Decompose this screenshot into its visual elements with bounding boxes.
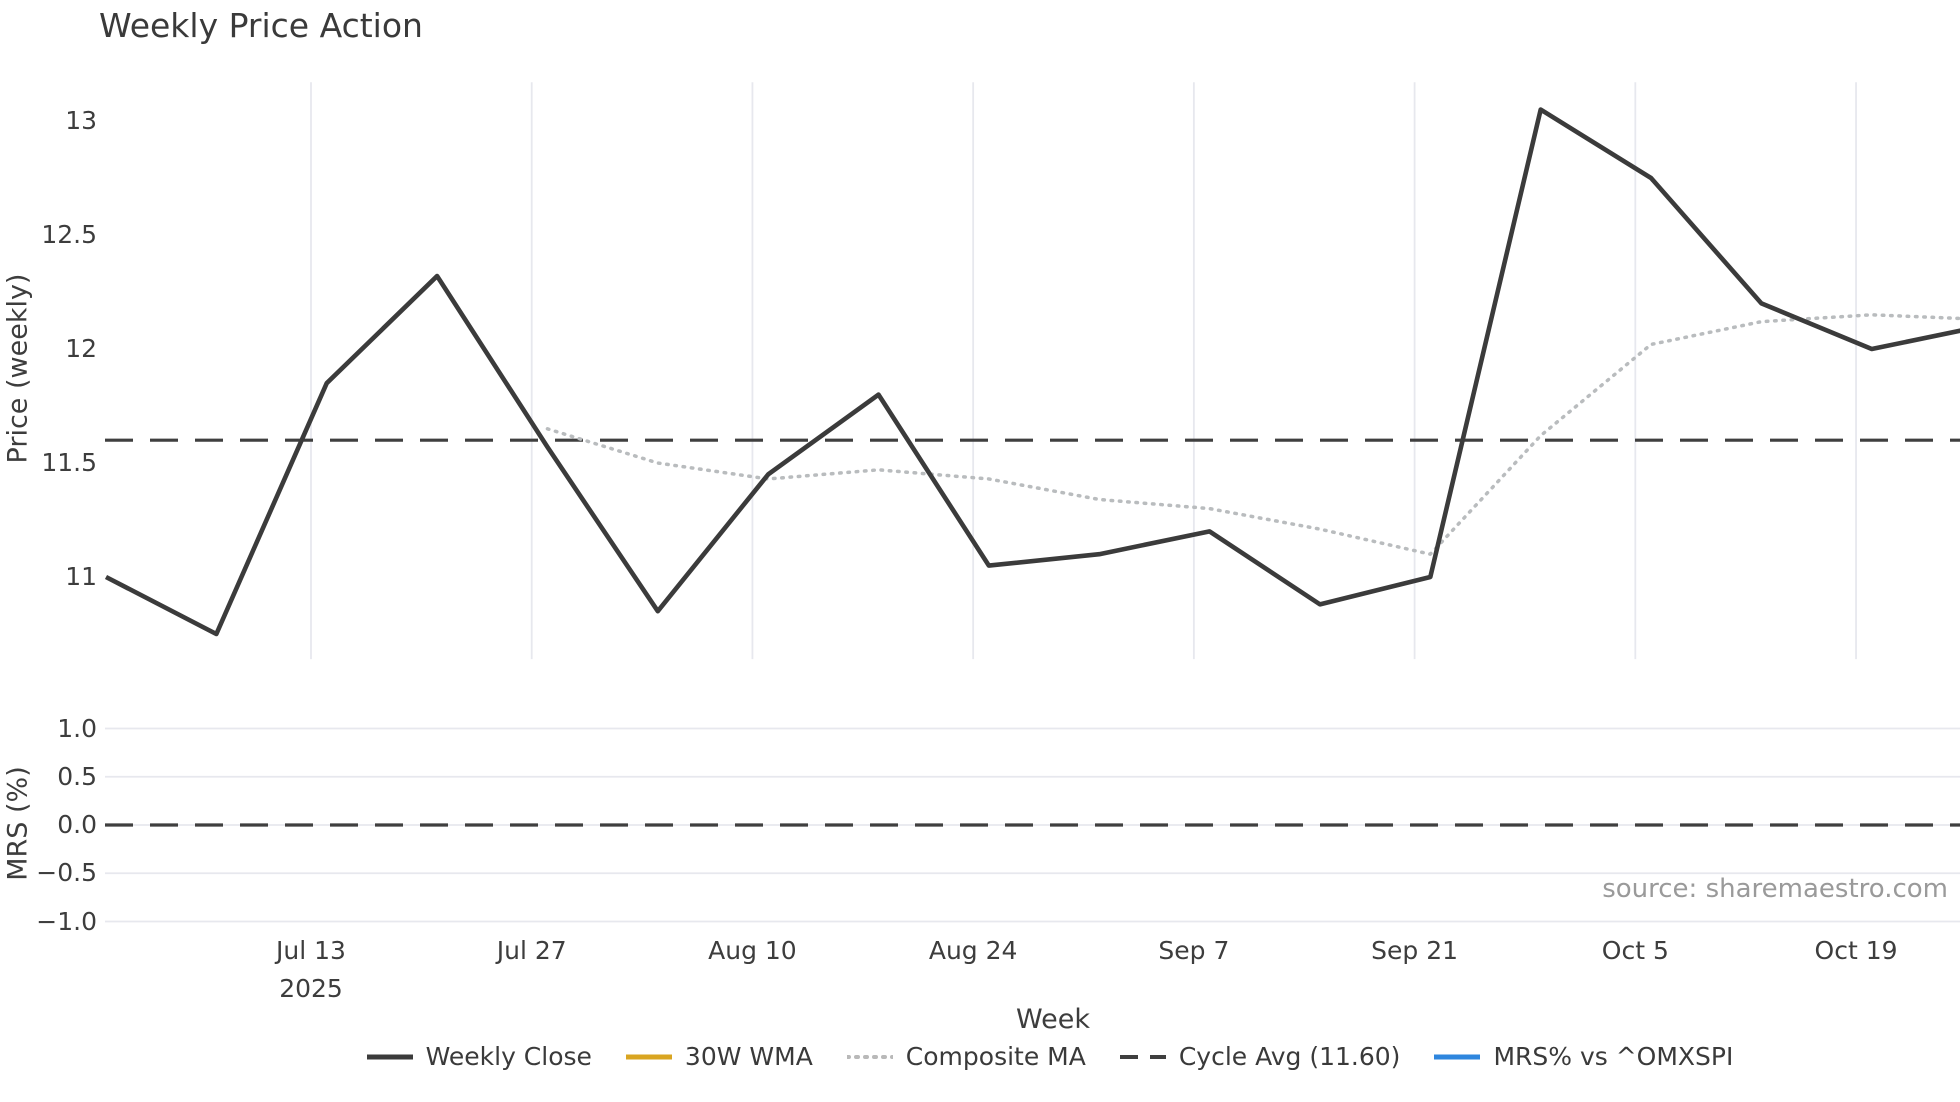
legend-item: MRS% vs ^OMXSPI: [1434, 1042, 1733, 1071]
weekly-close-line: [104, 107, 1960, 637]
mrs-ytick-label: −1.0: [36, 906, 97, 936]
x-tick-label: Sep 7: [1158, 936, 1230, 965]
legend-label: 30W WMA: [684, 1042, 813, 1071]
x-tick-label: Aug 24: [928, 936, 1018, 965]
price-ytick-label: 11.5: [41, 448, 97, 477]
x-tick-label: Oct 19: [1814, 936, 1898, 965]
legend-swatch-solid-icon: [1434, 1054, 1481, 1059]
chart-title: Weekly Price Action: [99, 6, 423, 45]
x-tick-year-label: 2025: [279, 974, 343, 1003]
x-tick-label: Jul 13: [276, 936, 346, 965]
x-tick-label: Sep 21: [1371, 936, 1459, 965]
mrs-ytick-label: 0.0: [57, 810, 97, 839]
legend-label: MRS% vs ^OMXSPI: [1493, 1042, 1734, 1071]
week-axis-label: Week: [1016, 1004, 1090, 1035]
price-ytick-label: 12: [65, 334, 97, 363]
price-ytick-label: 12.5: [41, 220, 97, 249]
x-tick-label: Jul 27: [496, 936, 567, 965]
legend-item: 30W WMA: [625, 1042, 813, 1071]
price-ytick-label: 11: [65, 562, 97, 591]
mrs-ytick-label: 0.5: [57, 761, 97, 791]
legend-swatch-solid-icon: [366, 1054, 413, 1059]
legend-label: Cycle Avg (11.60): [1178, 1042, 1401, 1071]
legend-item: Composite MA: [846, 1042, 1086, 1071]
legend-item: Weekly Close: [366, 1042, 592, 1071]
legend-swatch-dotted-icon: [846, 1054, 893, 1059]
legend: Weekly Close 30W WMA Composite MA Cycle Avg…: [140, 1042, 1960, 1071]
mrs-ytick-label: −0.5: [36, 858, 97, 888]
x-tick-label: Aug 10: [708, 936, 797, 965]
source-credit: source: sharemaestro.com: [1602, 874, 1948, 904]
legend-label: Composite MA: [905, 1042, 1086, 1071]
legend-swatch-solid-icon: [625, 1054, 672, 1059]
legend-item: Cycle Avg (11.60): [1119, 1042, 1401, 1071]
price-ytick-label: 13: [65, 106, 97, 135]
mrs-ytick-label: 1.0: [57, 713, 97, 743]
legend-label: Weekly Close: [425, 1042, 592, 1071]
composite-ma-line: [545, 313, 1960, 556]
legend-swatch-dashed-icon: [1119, 1054, 1166, 1059]
x-tick-label: Oct 5: [1601, 936, 1669, 965]
